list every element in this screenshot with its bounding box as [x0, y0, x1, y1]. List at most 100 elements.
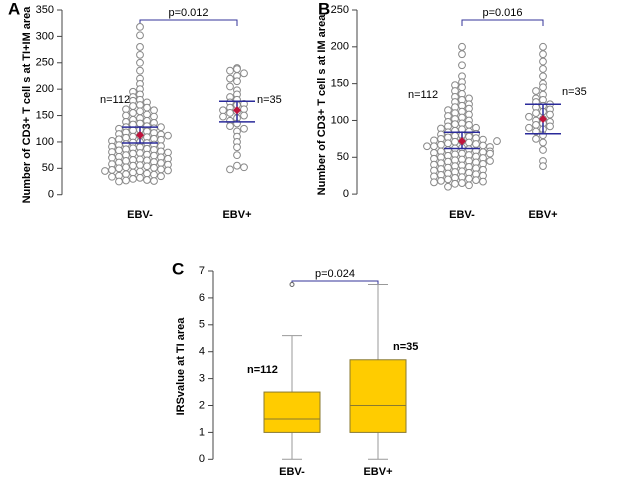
y-axis-label: IRSvalue at TI area: [175, 317, 187, 416]
data-point: [150, 112, 158, 121]
data-point: [136, 161, 144, 170]
data-point: [136, 22, 144, 31]
data-point: [122, 133, 130, 142]
data-point: [465, 120, 473, 129]
data-point: [136, 107, 144, 116]
data-point: [465, 181, 473, 190]
y-tick-label: 4: [199, 346, 205, 358]
x-tick-label: EBV-: [127, 209, 153, 221]
data-point: [240, 124, 248, 133]
data-point: [226, 66, 234, 75]
data-point: [150, 151, 158, 160]
data-point: [233, 151, 241, 160]
data-point: [539, 72, 547, 81]
data-point: [122, 157, 130, 165]
y-tick-label: 7: [199, 265, 205, 277]
y-tick-label: 350: [36, 4, 54, 16]
y-tick-label: 50: [42, 162, 54, 174]
data-point: [479, 141, 487, 150]
data-point: [122, 170, 130, 179]
data-point: [122, 105, 130, 114]
y-tick-label: 2: [199, 399, 205, 411]
data-point: [539, 138, 547, 147]
data-point: [458, 83, 466, 92]
data-point: [458, 179, 466, 187]
data-point: [451, 179, 459, 188]
data-point: [122, 163, 130, 172]
data-point: [472, 140, 480, 148]
y-tick-label: 3: [199, 373, 205, 385]
data-point: [122, 176, 130, 185]
data-point: [115, 177, 123, 186]
data-point: [532, 134, 540, 143]
n-label: n=35: [257, 94, 282, 106]
data-point: [143, 169, 151, 178]
data-point: [240, 69, 248, 78]
data-point: [226, 122, 234, 131]
data-point: [437, 176, 445, 185]
data-point: [157, 123, 165, 132]
data-point: [136, 43, 144, 51]
data-point: [115, 146, 123, 155]
data-point: [532, 109, 540, 118]
data-point: [219, 106, 227, 115]
mean-marker: [233, 106, 241, 115]
data-point: [486, 149, 494, 158]
n-label: n=112: [100, 94, 130, 106]
data-point: [226, 82, 234, 91]
data-point: [430, 178, 438, 187]
data-point: [136, 58, 144, 67]
data-point: [539, 162, 547, 171]
data-point: [157, 165, 165, 174]
data-point: [143, 103, 151, 112]
data-point: [437, 140, 445, 149]
data-point: [240, 105, 248, 114]
data-point: [423, 142, 431, 151]
data-point: [233, 77, 241, 86]
y-tick-label: 150: [36, 109, 54, 121]
y-tick-label: 300: [36, 30, 54, 42]
data-point: [129, 149, 137, 158]
data-point: [240, 111, 248, 120]
n-label: n=112: [247, 364, 278, 376]
data-point: [479, 177, 487, 186]
data-point: [150, 177, 158, 185]
data-point: [129, 161, 137, 170]
data-point: [226, 165, 234, 174]
data-point: [444, 139, 452, 148]
y-tick-label: 150: [331, 78, 349, 90]
data-point: [539, 83, 547, 92]
p-value: p=0.024: [315, 268, 355, 280]
data-point: [150, 163, 158, 172]
data-point: [226, 109, 234, 117]
x-tick-label: EBV+: [528, 209, 557, 221]
data-point: [539, 65, 547, 73]
x-tick-label: EBV+: [363, 466, 392, 478]
data-point: [451, 120, 459, 129]
data-point: [164, 166, 172, 175]
data-point: [539, 50, 547, 59]
data-point: [129, 102, 137, 110]
data-point: [143, 110, 151, 119]
data-point: [525, 123, 533, 132]
y-axis-label: Number of CD3+ T cell s at IM area: [316, 14, 328, 196]
data-point: [233, 143, 241, 152]
data-point: [136, 119, 144, 128]
data-point: [136, 149, 144, 157]
data-point: [233, 161, 241, 170]
y-tick-label: 5: [199, 319, 205, 331]
p-value: p=0.012: [168, 7, 208, 19]
data-point: [532, 87, 540, 95]
data-point: [430, 142, 438, 151]
data-point: [451, 137, 459, 146]
data-point: [129, 168, 137, 177]
y-tick-label: 1: [199, 426, 205, 438]
mean-marker: [136, 131, 144, 140]
y-axis-label: Number of CD3+ T cell s at TI+IM area: [21, 6, 33, 204]
data-point: [546, 110, 554, 119]
y-tick-label: 100: [36, 136, 54, 148]
whisker: [368, 283, 388, 460]
data-point: [532, 120, 540, 129]
data-point: [136, 31, 144, 40]
data-point: [129, 126, 137, 135]
